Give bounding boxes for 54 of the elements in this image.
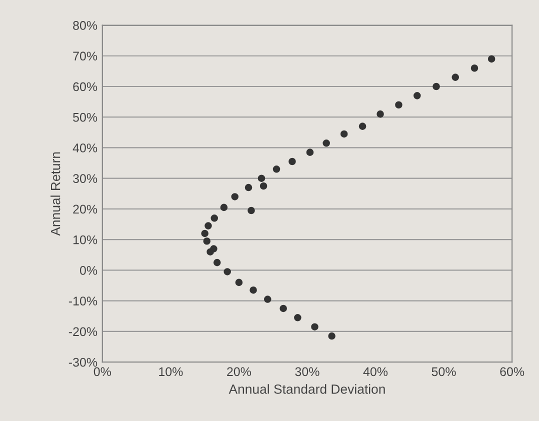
point	[280, 304, 287, 312]
y-tick-label: 80%	[73, 21, 98, 30]
x-tick-label: 60%	[500, 367, 524, 376]
y-tick-label: 10%	[73, 235, 98, 244]
point	[244, 184, 252, 192]
y-tick-label: 70%	[73, 52, 98, 61]
point	[358, 122, 366, 130]
x-tick-label: 30%	[295, 367, 320, 376]
y-tick-label: 40%	[72, 144, 98, 152]
point	[311, 323, 318, 330]
point	[210, 245, 218, 252]
point	[288, 158, 296, 166]
y-tick-label: 50%	[73, 112, 98, 122]
y-tick-label: -30%	[68, 358, 98, 367]
point	[328, 332, 336, 340]
x-axis-title: Annual Standard Deviation	[228, 384, 385, 394]
point	[322, 140, 330, 147]
point	[258, 174, 266, 182]
point	[203, 237, 211, 245]
point	[452, 74, 460, 81]
point	[470, 64, 478, 72]
y-tick-label: 30%	[73, 174, 98, 184]
point	[294, 314, 302, 322]
y-tick-label: -20%	[68, 327, 98, 336]
x-tick-label: 0%	[94, 367, 111, 376]
point	[220, 204, 228, 212]
x-tick-label: 20%	[227, 367, 252, 376]
point	[201, 230, 208, 238]
point	[340, 130, 348, 138]
point	[260, 182, 268, 190]
x-tick-label: 40%	[363, 367, 388, 376]
y-tick-label: 0%	[80, 266, 98, 275]
point	[224, 268, 231, 276]
point	[414, 92, 421, 100]
x-tick-label: 10%	[159, 367, 183, 376]
y-tick-label: 60%	[73, 82, 98, 92]
point	[204, 222, 212, 230]
y-tick-label: 20%	[73, 204, 98, 214]
point	[235, 278, 243, 286]
point	[306, 148, 314, 156]
y-axis-title: Annual Return	[50, 152, 60, 236]
y-tick-label: -10%	[68, 296, 98, 306]
point	[432, 82, 440, 90]
point	[231, 193, 238, 200]
point	[376, 110, 384, 118]
point	[264, 296, 272, 303]
point	[248, 206, 255, 214]
point	[488, 55, 496, 63]
point	[213, 258, 221, 266]
point	[250, 286, 257, 294]
point	[210, 214, 218, 222]
point	[395, 101, 402, 109]
x-tick-label: 50%	[432, 367, 456, 376]
point	[272, 166, 280, 173]
